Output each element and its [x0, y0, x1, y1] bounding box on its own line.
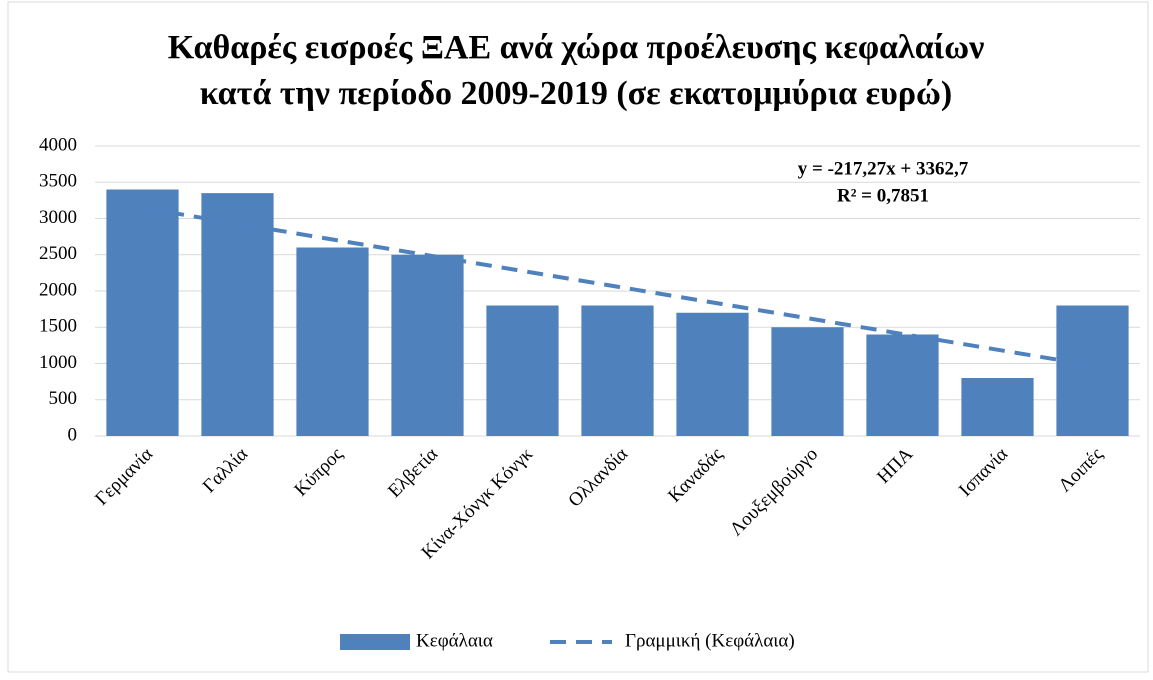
y-tick-label: 2000: [39, 279, 77, 300]
bar: [771, 327, 844, 436]
y-tick-label: 3500: [39, 171, 77, 192]
legend-label: Γραμμική (Κεφάλαια): [625, 630, 795, 651]
x-tick-label: Ελβετία: [384, 444, 442, 502]
x-tick-label: Κύπρος: [290, 443, 347, 500]
x-tick-label: Ολλανδία: [564, 444, 632, 512]
y-tick-label: 1500: [39, 316, 77, 337]
chart-frame: [7, 1, 1149, 673]
y-tick-label: 3000: [39, 207, 77, 228]
bar: [1056, 305, 1129, 436]
trend-r2: R² = 0,7851: [837, 185, 929, 206]
bar: [296, 247, 369, 436]
legend-swatch: [340, 634, 410, 650]
y-tick-label: 500: [49, 388, 78, 409]
y-tick-label: 4000: [39, 134, 77, 155]
y-tick-label: 1000: [39, 352, 77, 373]
trend-equation: y = -217,27x + 3362,7: [798, 158, 969, 179]
y-tick-label: 0: [68, 424, 78, 445]
legend-label: Κεφάλαια: [416, 630, 493, 651]
x-tick-label: Λοιπές: [1054, 443, 1107, 496]
x-tick-label: ΗΠΑ: [873, 444, 917, 488]
trendline: [142, 205, 1093, 368]
y-tick-label: 2500: [39, 243, 77, 264]
bar: [581, 305, 654, 436]
x-tick-label: Γαλλία: [199, 444, 252, 497]
bar: [486, 305, 559, 436]
bar: [866, 334, 939, 436]
chart-title: κατά την περίοδο 2009-2019 (σε εκατομμύρ…: [200, 75, 952, 112]
x-tick-label: Γερμανία: [91, 444, 157, 510]
chart-title: Καθαρές εισροές ΞΑΕ ανά χώρα προέλευσης …: [168, 29, 985, 66]
x-tick-label: Ισπανία: [955, 444, 1012, 501]
bar: [106, 189, 179, 436]
x-tick-label: Καναδάς: [664, 443, 727, 506]
bar: [676, 312, 749, 436]
bar: [391, 254, 464, 436]
bar: [961, 378, 1034, 436]
x-tick-label: Λουξεμβούργο: [726, 444, 822, 540]
bar: [201, 193, 274, 436]
